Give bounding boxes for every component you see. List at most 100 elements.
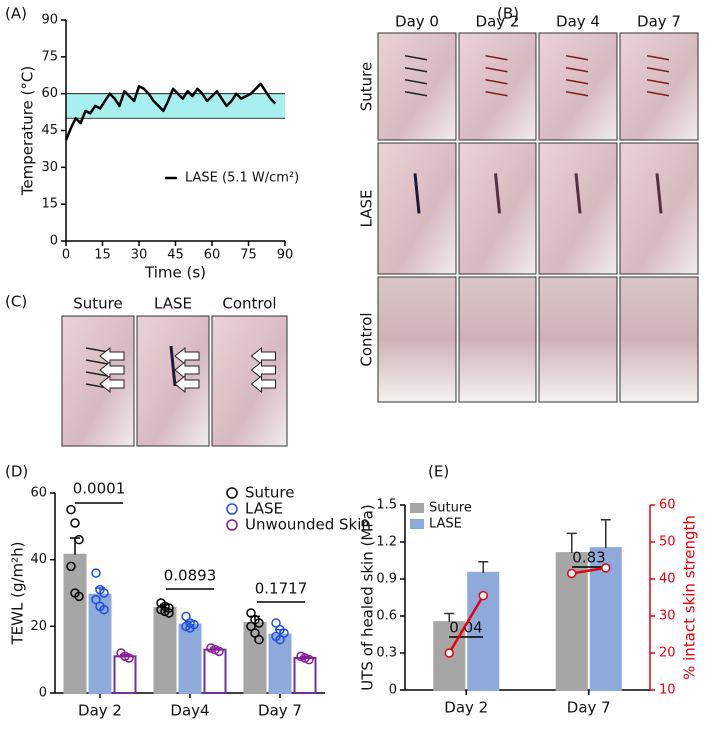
stitch [565,55,589,61]
data-point [164,608,174,618]
legend-marker [226,487,238,499]
photo [458,32,537,141]
stitch [404,55,428,61]
data-point [271,618,281,628]
bar [63,553,87,695]
data-point [99,588,109,598]
photo [619,32,699,141]
stitch [404,79,428,85]
legend-label: Suture [245,484,294,502]
column-header: LASE [154,295,192,313]
x-tick-label: Day 7 [258,702,302,720]
x-tick-label: Day 2 [78,702,122,720]
bar [178,623,202,695]
stitch [565,79,589,85]
seal [574,173,582,214]
stitch [646,67,670,73]
y2-tick-label: 20 [659,646,676,661]
photo [458,142,537,275]
stitch [565,91,589,97]
data-point [181,611,191,622]
photo [458,276,537,403]
y-tick-label: 0 [39,686,47,701]
data-point [91,594,101,605]
y-tick-label: 1.5 [376,498,397,513]
photo [619,142,699,275]
data-point [70,518,80,528]
bar [203,648,227,695]
x-tick-label: 0 [62,248,70,263]
y-tick-label: 0 [389,683,397,698]
y-tick-label: 0 [50,234,58,249]
x-tick-label: Day4 [170,702,209,720]
column-header: Day 4 [556,13,600,31]
photo [377,142,457,275]
stitch [404,67,428,73]
data-point [185,623,195,633]
p-value: 0.0893 [164,567,217,585]
arrow [250,360,276,380]
seal [413,173,421,214]
stitch [85,371,109,377]
arrow [250,346,276,366]
p-value: 0.0001 [73,480,126,498]
panel-label: (D) [5,463,28,481]
y-tick-label: 1.2 [376,535,397,550]
y-tick-label: 40 [30,552,47,567]
column-header: Day 0 [395,13,439,31]
arrow [174,360,200,380]
x-tick-label: 15 [94,248,111,263]
arrow [174,374,200,394]
line-series [64,82,277,141]
y-tick-label: 15 [41,197,58,212]
y-tick-label: 60 [30,486,47,501]
y-axis-label: Temperature (°C) [19,66,37,196]
y2-line [571,566,606,575]
y-tick-label: 60 [41,86,58,101]
legend-marker [410,519,424,529]
y2-tick-label: 50 [659,535,676,550]
legend-label: Suture [429,501,472,516]
x-tick-label: 75 [240,248,257,263]
data-point [74,591,84,602]
x-tick-label: Day 2 [444,699,488,717]
data-point [250,628,260,638]
x-tick-label: Day 7 [567,699,611,717]
stitch [646,91,670,97]
y-tick-label: 75 [41,49,58,64]
seal [169,345,177,387]
panel-label: (E) [428,463,449,481]
data-point [66,561,76,572]
panel-label: (A) [5,5,27,23]
arrow [99,360,125,380]
arrow [99,374,125,394]
column-header: Control [222,295,276,313]
data-point [74,534,84,545]
row-label: Control [358,312,376,366]
y2-tick-label: 10 [659,683,676,698]
data-point [246,608,256,618]
stitch [85,347,109,353]
stitch [485,91,508,97]
error-bar [566,532,577,554]
stitch [646,55,670,61]
error-bar [600,519,611,549]
legend-marker [226,519,238,531]
legend-label: LASE (5.1 W/cm²) [185,171,299,186]
bar [243,622,267,694]
y2-line [448,595,485,654]
x-tick-label: 45 [167,248,184,263]
y2-axis-label: % intact skin strength [681,515,699,680]
y2-point [478,590,488,601]
arrow [174,346,200,366]
error-bar [478,560,489,573]
column-header: Day 7 [637,13,681,31]
data-point [254,618,264,628]
y2-tick-label: 30 [659,609,676,624]
data-point [214,646,224,657]
arrow [250,374,276,394]
error-bar [444,612,455,623]
stitch [485,79,508,85]
data-point [304,654,314,665]
